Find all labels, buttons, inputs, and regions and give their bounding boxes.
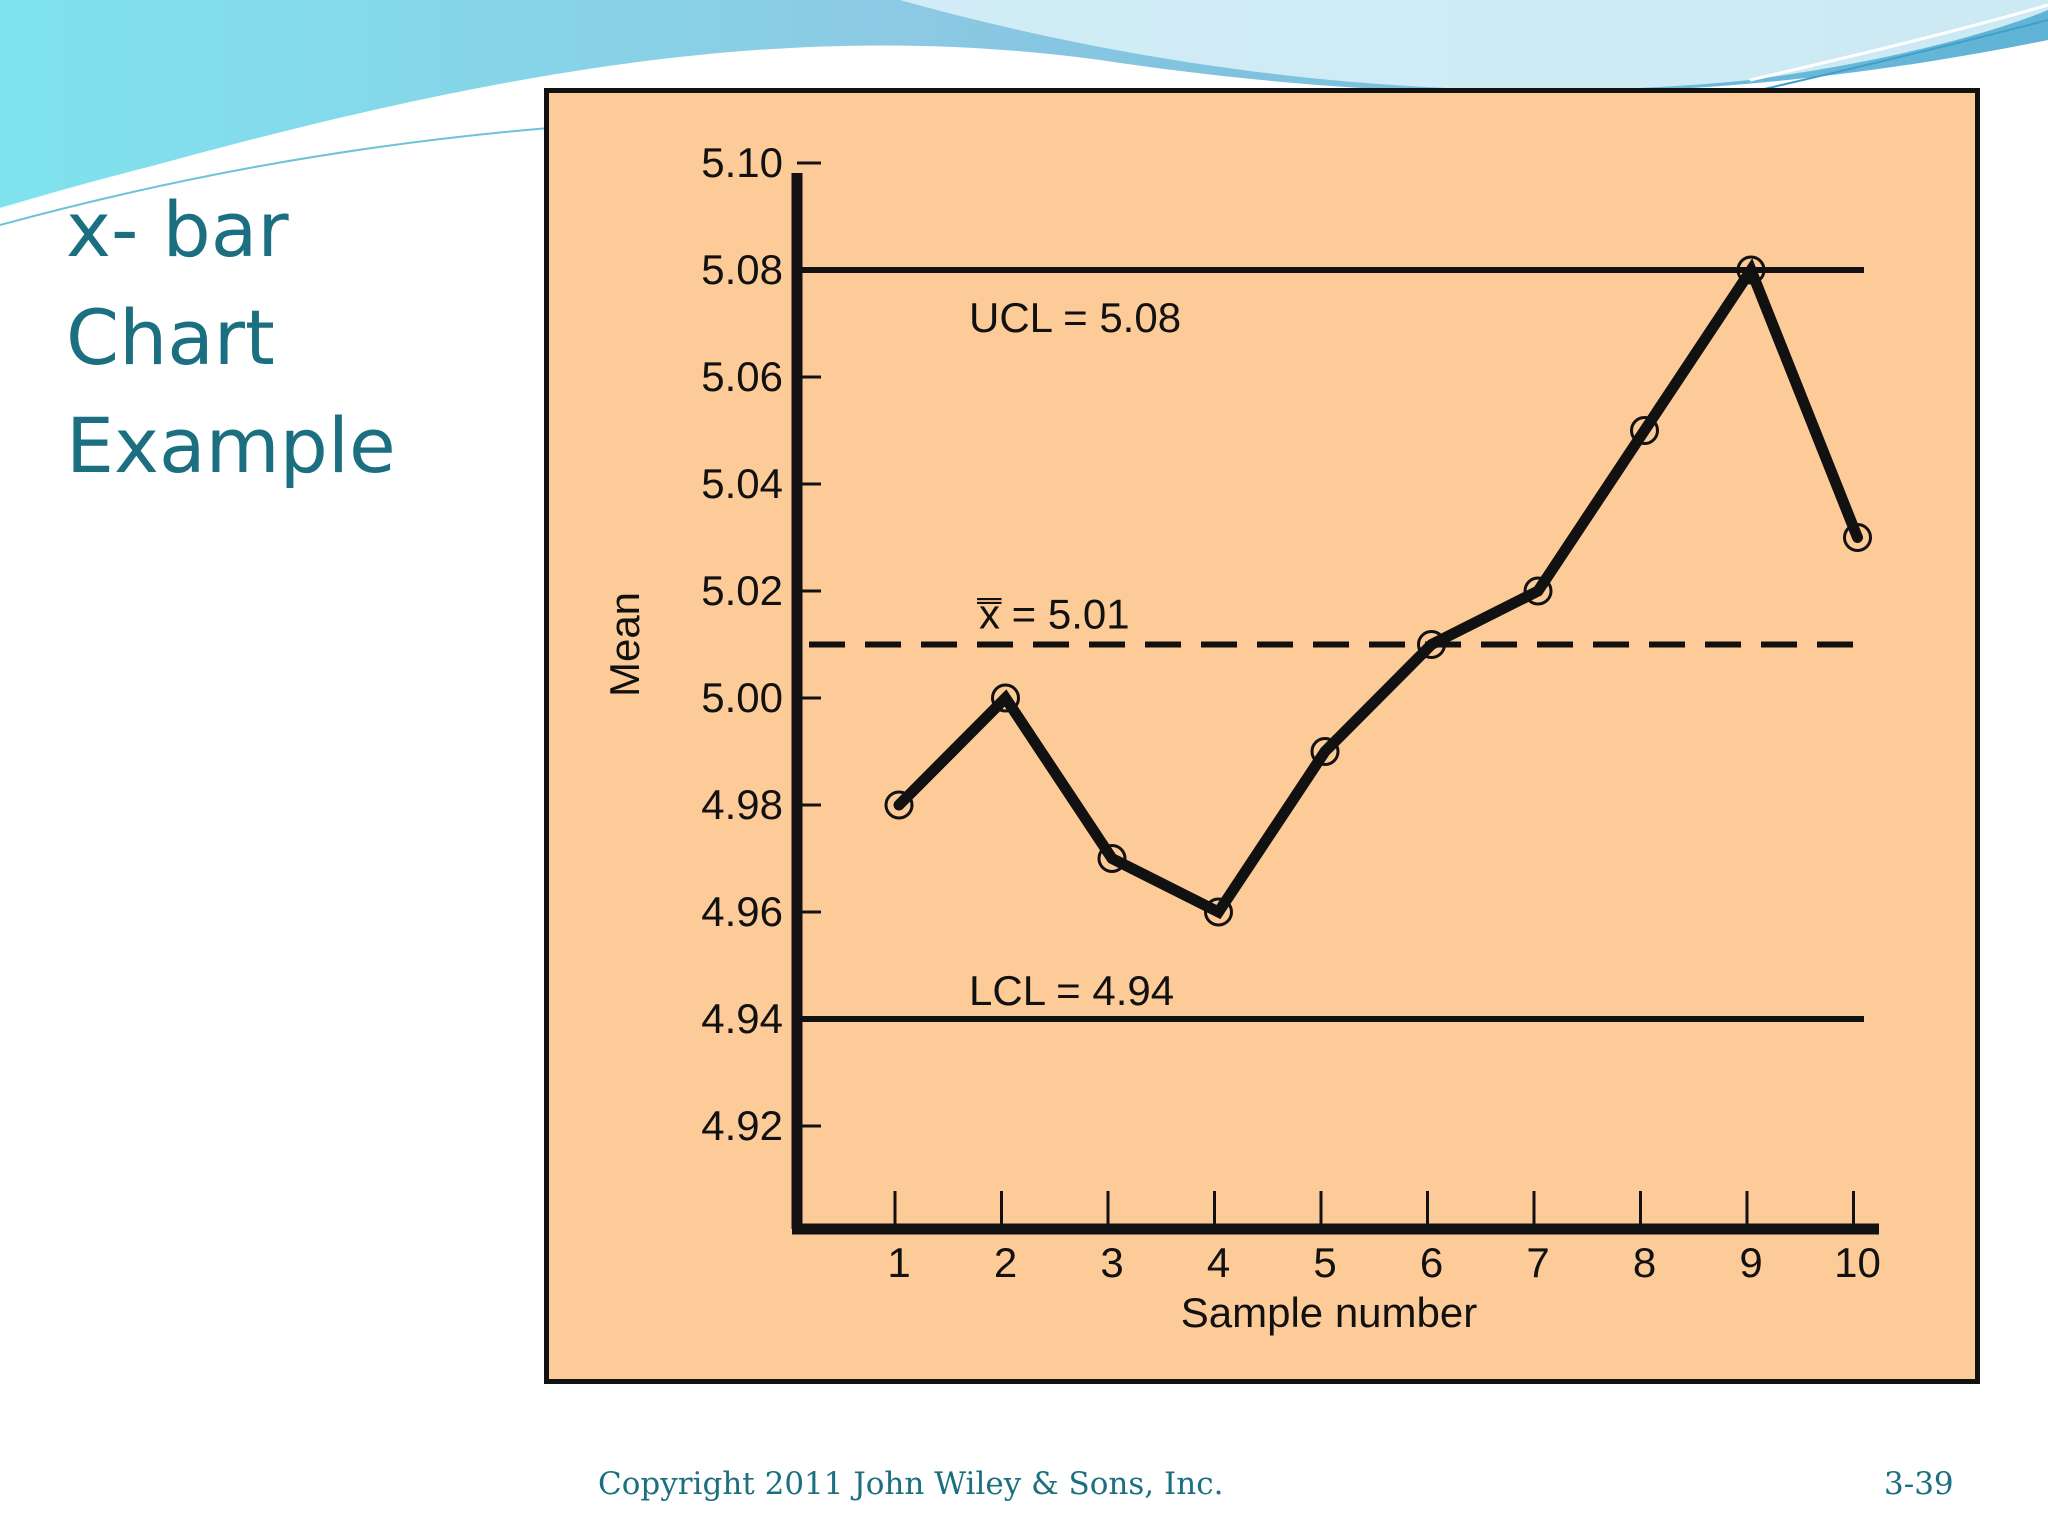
data-point [1523,576,1553,606]
x-tick-label: 7 [1526,1239,1549,1286]
y-tick-label: 5.08 [701,246,783,293]
y-axis-title: Mean [601,592,648,697]
reference-lines [797,267,1864,1022]
y-tick-label: 5.00 [701,674,783,721]
slide-number: 3-39 [1884,1466,1954,1502]
data-point [1736,255,1766,285]
y-tick-label: 5.10 [701,139,783,186]
lcl-label: LCL = 4.94 [969,967,1174,1014]
ucl-label: UCL = 5.08 [969,294,1181,341]
data-point [1843,523,1872,552]
x-axis-title: Sample number [1181,1289,1477,1336]
y-tick-label: 5.06 [701,353,783,400]
y-tick-label: 4.92 [701,1102,783,1149]
xbar-chart-panel: 5.10 5.08 5.06 5.04 5.02 5.00 4.98 4.96 4.94 4.92… [544,88,1980,1384]
y-tick-label: 4.96 [701,888,783,935]
data-point [1310,737,1340,766]
axes [791,173,1879,1235]
data-point [884,790,914,820]
data-point [1630,416,1659,445]
x-tick-label: 2 [994,1239,1017,1286]
annotations: Sample number Mean UCL = 5.08 x̿ = 5.01 LCL … [601,294,1477,1336]
y-tick-label: 5.02 [701,567,783,614]
x-tick-label: 5 [1313,1239,1336,1286]
x-tick-label: 9 [1739,1239,1762,1286]
series-line [893,258,1863,920]
data-point [991,683,1020,713]
y-tick-label: 4.98 [701,781,783,828]
y-tick-label: 4.94 [701,995,783,1042]
x-tick-label: 4 [1207,1239,1230,1286]
xbar-control-chart: 5.10 5.08 5.06 5.04 5.02 5.00 4.98 4.96 4.94 4.92… [601,139,1881,1336]
data-series [884,255,1872,927]
x-tick-label: 8 [1633,1239,1656,1286]
y-axis-ticks: 5.10 5.08 5.06 5.04 5.02 5.00 4.98 4.96 4.94 4.92 [701,139,821,1149]
x-tick-label: 6 [1420,1239,1443,1286]
x-axis-ticks: 1 2 3 4 5 6 7 8 9 10 [887,1191,1881,1286]
x-tick-label: 1 [887,1239,910,1286]
data-point [1204,897,1233,927]
copyright-text: Copyright 2011 John Wiley & Sons, Inc. [598,1466,1224,1502]
data-point [1417,630,1446,659]
center-label: x̿ = 5.01 [976,591,1129,638]
x-tick-label: 3 [1100,1239,1123,1286]
slide-title-line: x- bar [66,185,289,274]
x-tick-label: 10 [1834,1239,1881,1286]
slide-title-line: Example [66,401,396,490]
slide-title: x- bar Chart Example [66,176,526,500]
data-point [1097,844,1127,873]
y-tick-label: 5.04 [701,460,783,507]
slide-title-line: Chart [66,293,275,382]
